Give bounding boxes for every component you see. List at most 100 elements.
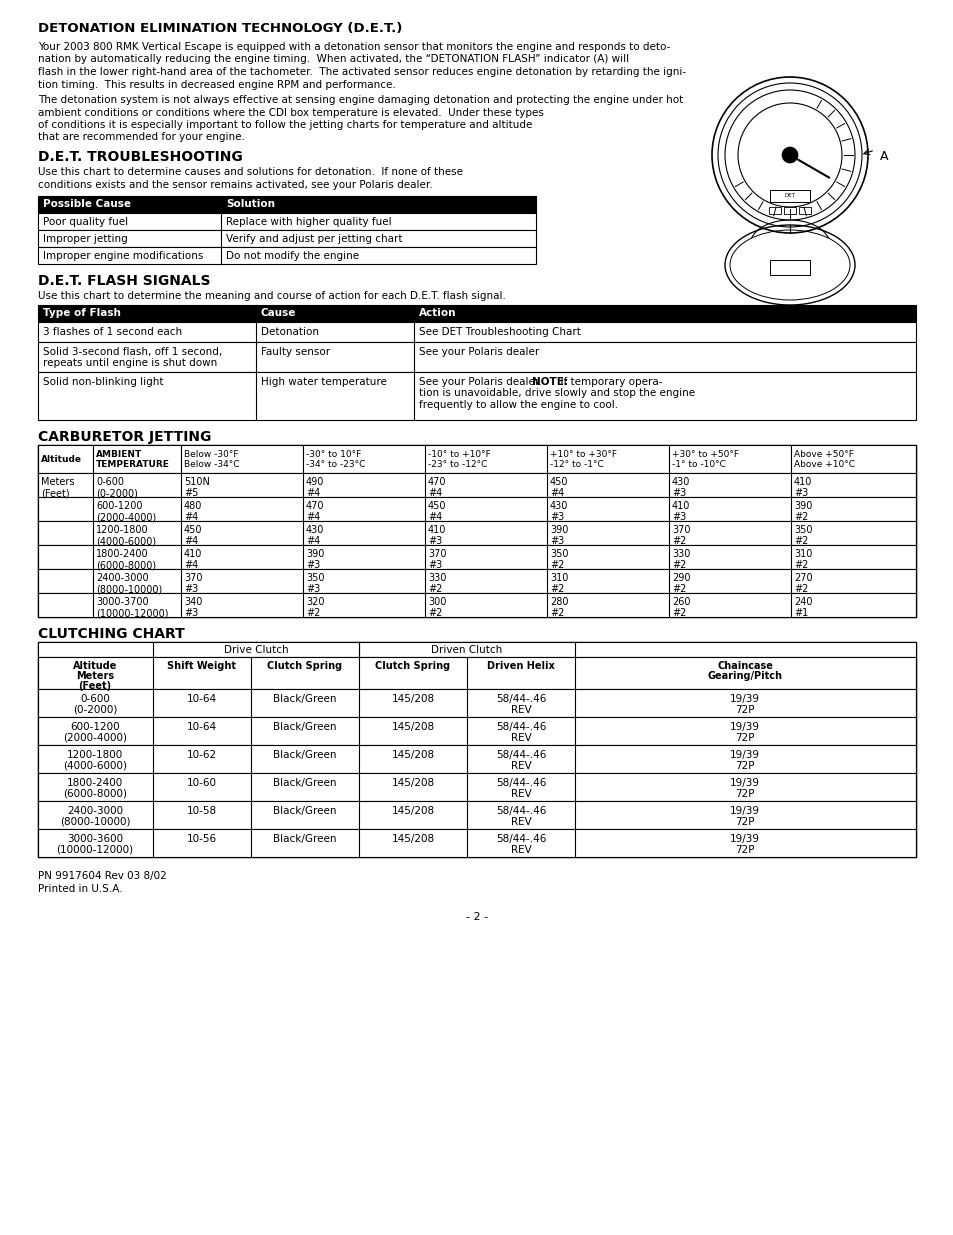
Text: (10000-12000): (10000-12000): [56, 845, 133, 855]
Text: -10° to +10°F: -10° to +10°F: [428, 450, 490, 459]
Text: #3: #3: [671, 488, 685, 498]
Text: 1200-1800: 1200-1800: [67, 750, 123, 760]
Text: 370: 370: [184, 573, 202, 583]
Text: 290: 290: [671, 573, 690, 583]
Text: 3000-3600: 3000-3600: [67, 834, 123, 844]
Text: See your Polaris dealer: See your Polaris dealer: [418, 347, 538, 357]
Text: (8000-10000): (8000-10000): [60, 818, 131, 827]
Text: Use this chart to determine the meaning and course of action for each D.E.T. fla: Use this chart to determine the meaning …: [38, 291, 505, 301]
Text: See DET Troubleshooting Chart: See DET Troubleshooting Chart: [418, 327, 580, 337]
Bar: [38, 322, 915, 342]
Text: 600-1200: 600-1200: [96, 501, 142, 511]
Text: 72P: 72P: [735, 789, 754, 799]
Text: 310: 310: [793, 550, 812, 559]
Text: (6000-8000): (6000-8000): [96, 559, 156, 571]
Text: 72P: 72P: [735, 705, 754, 715]
Text: Meters: Meters: [76, 671, 114, 680]
Text: repeats until engine is shut down: repeats until engine is shut down: [43, 358, 217, 368]
Text: 430: 430: [671, 477, 690, 487]
Text: 390: 390: [550, 525, 568, 535]
Text: Do not modify the engine: Do not modify the engine: [226, 251, 358, 261]
Text: #4: #4: [306, 488, 320, 498]
Text: ambient conditions or conditions where the CDI box temperature is elevated.  Und: ambient conditions or conditions where t…: [38, 107, 543, 117]
Text: Chaincase: Chaincase: [717, 661, 772, 671]
Text: 72P: 72P: [735, 845, 754, 855]
Text: 410: 410: [793, 477, 812, 487]
Text: Driven Clutch: Driven Clutch: [431, 645, 502, 655]
Bar: [38, 689, 915, 718]
Text: Shift Weight: Shift Weight: [168, 661, 236, 671]
Text: #4: #4: [184, 559, 198, 571]
Text: 145/208: 145/208: [391, 778, 435, 788]
Text: 72P: 72P: [735, 734, 754, 743]
Bar: [38, 305, 915, 322]
Text: #4: #4: [306, 536, 320, 546]
Text: 2400-3000: 2400-3000: [96, 573, 149, 583]
Text: The detonation system is not always effective at sensing engine damaging detonat: The detonation system is not always effe…: [38, 95, 682, 105]
Text: 0-600: 0-600: [96, 477, 124, 487]
Bar: [38, 657, 915, 689]
Text: +10° to +30°F: +10° to +30°F: [550, 450, 617, 459]
Text: 410: 410: [184, 550, 202, 559]
Text: Driven Helix: Driven Helix: [487, 661, 555, 671]
Text: A: A: [879, 149, 887, 163]
Text: 240: 240: [793, 597, 812, 606]
Bar: [769, 261, 809, 275]
Bar: [38, 745, 915, 773]
Text: 58/44-.46: 58/44-.46: [496, 750, 546, 760]
Text: - 2 -: - 2 -: [465, 911, 488, 923]
Text: #2: #2: [793, 584, 807, 594]
Text: REV: REV: [510, 734, 531, 743]
Bar: [38, 342, 915, 372]
Bar: [38, 496, 915, 521]
Bar: [38, 802, 915, 829]
Text: conditions exists and the sensor remains activated, see your Polaris dealer.: conditions exists and the sensor remains…: [38, 179, 432, 189]
Text: 0-600: 0-600: [80, 694, 110, 704]
Text: CLUTCHING CHART: CLUTCHING CHART: [38, 627, 185, 641]
Text: #2: #2: [671, 536, 685, 546]
Text: #3: #3: [306, 559, 320, 571]
Text: Gearing/Pitch: Gearing/Pitch: [707, 671, 781, 680]
Bar: [783, 207, 795, 214]
Text: 145/208: 145/208: [391, 694, 435, 704]
Text: (4000-6000): (4000-6000): [96, 536, 156, 546]
Text: DETONATION ELIMINATION TECHNOLOGY (D.E.T.): DETONATION ELIMINATION TECHNOLOGY (D.E.T…: [38, 22, 402, 35]
Bar: [38, 642, 915, 657]
Text: Solid 3-second flash, off 1 second,: Solid 3-second flash, off 1 second,: [43, 347, 222, 357]
Text: #2: #2: [428, 608, 442, 618]
Text: (10000-12000): (10000-12000): [96, 608, 169, 618]
Text: 330: 330: [671, 550, 690, 559]
Text: #2: #2: [550, 608, 564, 618]
Text: REV: REV: [510, 818, 531, 827]
Text: 10-56: 10-56: [187, 834, 217, 844]
Text: #2: #2: [793, 513, 807, 522]
Text: Your 2003 800 RMK Vertical Escape is equipped with a detonation sensor that moni: Your 2003 800 RMK Vertical Escape is equ…: [38, 42, 670, 52]
Text: +30° to +50°F: +30° to +50°F: [671, 450, 739, 459]
Text: 19/39: 19/39: [729, 778, 760, 788]
Text: 490: 490: [306, 477, 324, 487]
Text: #4: #4: [184, 513, 198, 522]
Text: -1° to -10°C: -1° to -10°C: [671, 459, 725, 469]
Text: Black/Green: Black/Green: [273, 834, 336, 844]
Text: 1800-2400: 1800-2400: [67, 778, 123, 788]
Bar: [38, 593, 915, 618]
Bar: [38, 773, 915, 802]
Text: 3 flashes of 1 second each: 3 flashes of 1 second each: [43, 327, 182, 337]
Bar: [38, 521, 915, 545]
Text: REV: REV: [510, 789, 531, 799]
Circle shape: [781, 147, 797, 163]
Text: (8000-10000): (8000-10000): [96, 584, 162, 594]
Text: 350: 350: [793, 525, 812, 535]
Text: -23° to -12°C: -23° to -12°C: [428, 459, 487, 469]
Text: (Feet): (Feet): [41, 488, 70, 498]
Text: #3: #3: [306, 584, 320, 594]
Text: 19/39: 19/39: [729, 750, 760, 760]
Text: 600-1200: 600-1200: [71, 722, 120, 732]
Text: CARBURETOR JETTING: CARBURETOR JETTING: [38, 430, 212, 445]
Text: -12° to -1°C: -12° to -1°C: [550, 459, 603, 469]
Bar: [38, 545, 915, 569]
Bar: [768, 207, 781, 214]
Text: Clutch Spring: Clutch Spring: [267, 661, 342, 671]
Bar: [38, 445, 915, 618]
Text: Below -34°C: Below -34°C: [184, 459, 239, 469]
